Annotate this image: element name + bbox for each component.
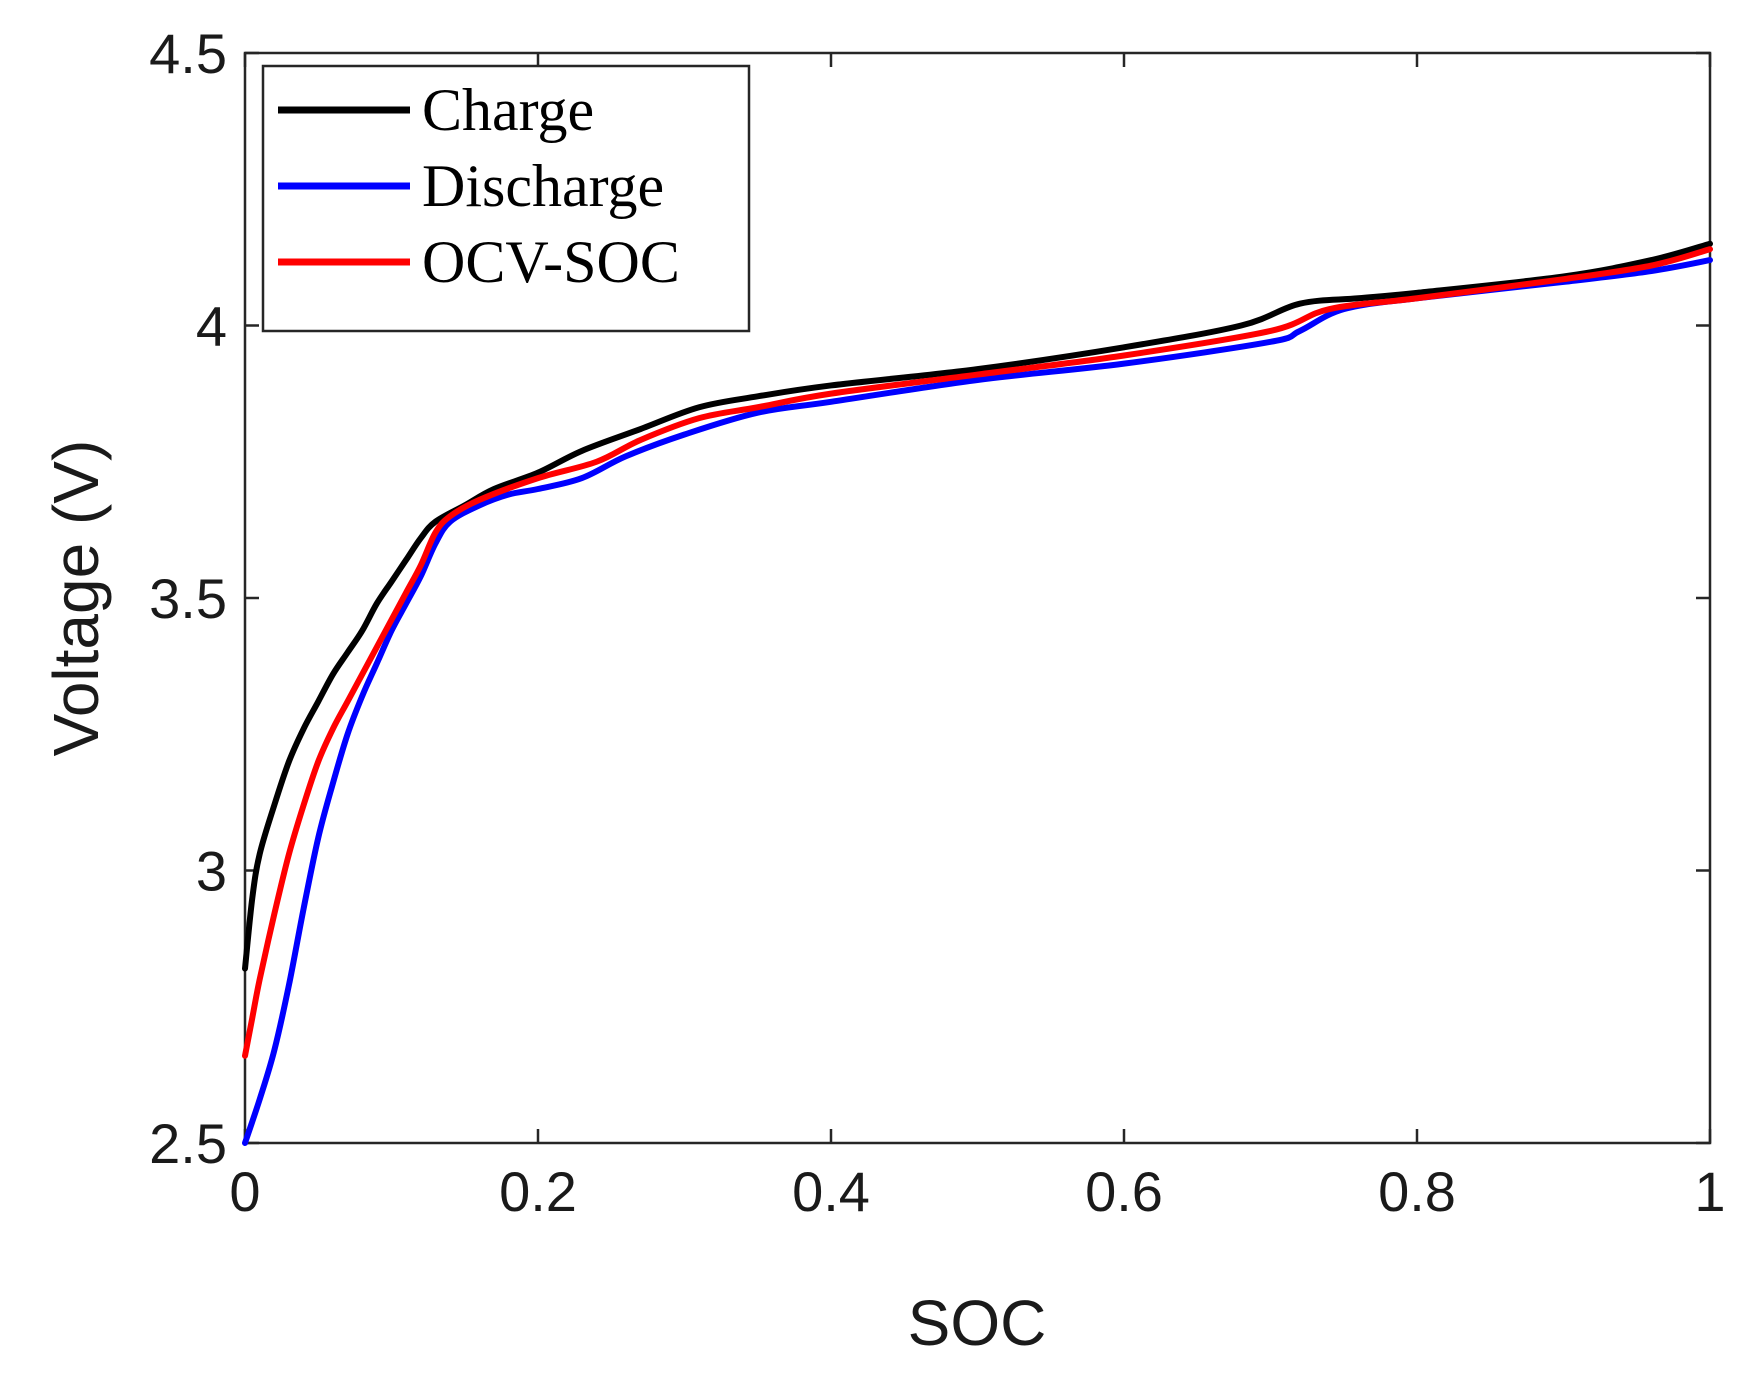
y-tick-label: 4.5	[149, 22, 227, 85]
x-tick-label: 0.2	[499, 1160, 577, 1223]
y-axis-label: Voltage (V)	[40, 440, 112, 757]
x-tick-label: 1	[1694, 1160, 1725, 1223]
y-tick-label: 2.5	[149, 1112, 227, 1175]
legend-label: Discharge	[422, 153, 664, 219]
legend-label: OCV-SOC	[422, 229, 680, 295]
series-line-discharge	[242, 257, 1713, 1146]
series-line-charge	[242, 240, 1713, 972]
y-tick-label: 3	[196, 840, 227, 903]
series-line-ocv-soc	[242, 246, 1713, 1059]
x-tick-label: 0.8	[1378, 1160, 1456, 1223]
series-group	[242, 240, 1713, 1146]
y-tick-label: 3.5	[149, 567, 227, 630]
x-axis-ticks: 0 0.2 0.4 0.6 0.8 1	[229, 53, 1726, 1223]
x-tick-label: 0.4	[792, 1160, 870, 1223]
legend-label: Charge	[422, 77, 594, 143]
y-tick-label: 4	[196, 295, 227, 358]
y-axis-ticks: 2.5 3 3.5 4 4.5	[149, 22, 1710, 1175]
x-tick-label: 0.6	[1085, 1160, 1163, 1223]
legend: Charge Discharge OCV-SOC	[261, 64, 751, 333]
x-tick-label: 0	[229, 1160, 260, 1223]
x-axis-label: SOC	[908, 1287, 1047, 1359]
